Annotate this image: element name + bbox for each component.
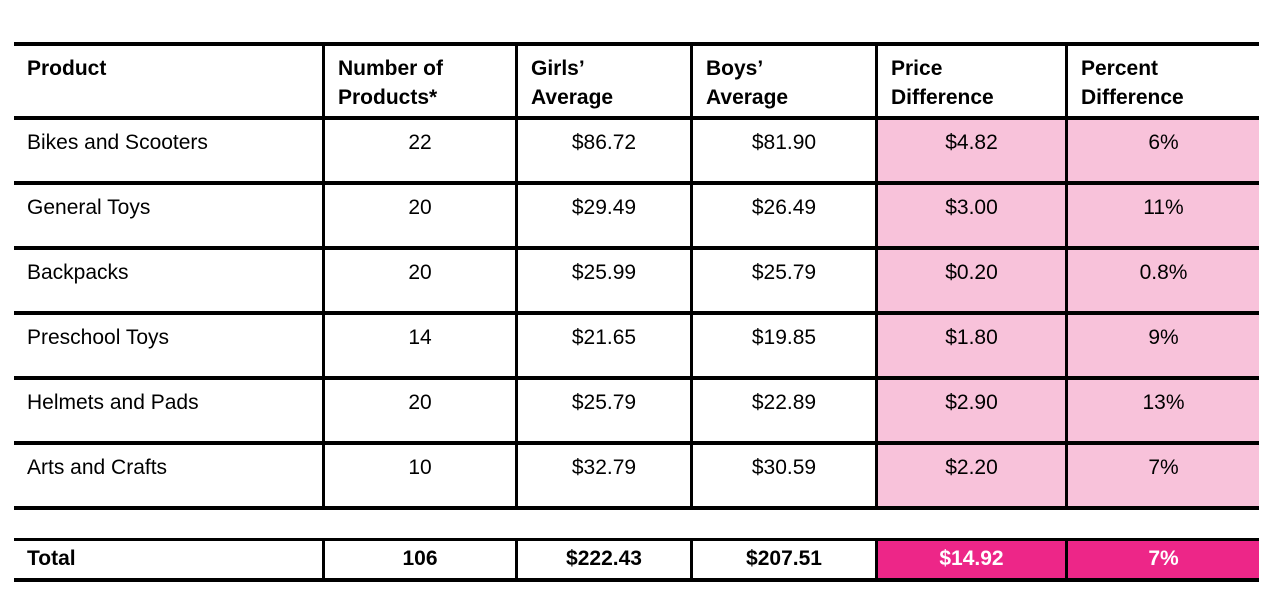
count-cell: 20 <box>322 185 515 246</box>
header-girls-average: Girls’ Average <box>515 46 690 116</box>
product-cell: Preschool Toys <box>27 326 170 349</box>
price-difference-cell: $0.20 <box>875 250 1065 311</box>
total-boys-average-cell: $207.51 <box>690 541 875 578</box>
header-number-of-products: Number of Products* <box>322 46 515 116</box>
girls-average-cell: $29.49 <box>515 185 690 246</box>
total-label-cell: Total <box>27 547 76 571</box>
total-count-cell: 106 <box>322 541 515 578</box>
table-row: Bikes and Scooters 22 $86.72 $81.90 $4.8… <box>14 116 1259 181</box>
table-row: Arts and Crafts 10 $32.79 $30.59 $2.20 7… <box>14 441 1259 510</box>
girls-average-cell: $25.79 <box>515 380 690 441</box>
product-cell: Arts and Crafts <box>27 456 168 479</box>
product-cell: Helmets and Pads <box>27 391 199 414</box>
table-row: Preschool Toys 14 $21.65 $19.85 $1.80 9% <box>14 311 1259 376</box>
boys-average-cell: $22.89 <box>690 380 875 441</box>
price-difference-cell: $3.00 <box>875 185 1065 246</box>
boys-average-cell: $25.79 <box>690 250 875 311</box>
boys-average-cell: $30.59 <box>690 445 875 506</box>
price-difference-cell: $4.82 <box>875 120 1065 181</box>
count-cell: 22 <box>322 120 515 181</box>
girls-average-cell: $21.65 <box>515 315 690 376</box>
table-row: General Toys 20 $29.49 $26.49 $3.00 11% <box>14 181 1259 246</box>
product-cell: Bikes and Scooters <box>27 131 208 154</box>
count-cell: 20 <box>322 250 515 311</box>
percent-difference-cell: 0.8% <box>1065 250 1259 311</box>
girls-average-cell: $86.72 <box>515 120 690 181</box>
total-girls-average-cell: $222.43 <box>515 541 690 578</box>
girls-average-cell: $25.99 <box>515 250 690 311</box>
percent-difference-cell: 11% <box>1065 185 1259 246</box>
boys-average-cell: $81.90 <box>690 120 875 181</box>
count-cell: 14 <box>322 315 515 376</box>
price-difference-cell: $2.20 <box>875 445 1065 506</box>
product-cell: General Toys <box>27 196 151 219</box>
percent-difference-cell: 7% <box>1065 445 1259 506</box>
header-percent-difference: Percent Difference <box>1065 46 1259 116</box>
percent-difference-cell: 6% <box>1065 120 1259 181</box>
total-price-difference-cell: $14.92 <box>875 541 1065 578</box>
percent-difference-cell: 13% <box>1065 380 1259 441</box>
count-cell: 10 <box>322 445 515 506</box>
girls-average-cell: $32.79 <box>515 445 690 506</box>
percent-difference-cell: 9% <box>1065 315 1259 376</box>
total-percent-difference-cell: 7% <box>1065 541 1259 578</box>
price-difference-cell: $2.90 <box>875 380 1065 441</box>
table-header-row: Product Number of Products* Girls’ Avera… <box>14 42 1259 116</box>
count-cell: 20 <box>322 380 515 441</box>
header-price-difference: Price Difference <box>875 46 1065 116</box>
price-comparison-table: Product Number of Products* Girls’ Avera… <box>14 42 1259 510</box>
boys-average-cell: $19.85 <box>690 315 875 376</box>
boys-average-cell: $26.49 <box>690 185 875 246</box>
price-difference-cell: $1.80 <box>875 315 1065 376</box>
header-boys-average: Boys’ Average <box>690 46 875 116</box>
table-row: Backpacks 20 $25.99 $25.79 $0.20 0.8% <box>14 246 1259 311</box>
table-total-section: Total 106 $222.43 $207.51 $14.92 7% <box>14 538 1259 582</box>
table-row: Helmets and Pads 20 $25.79 $22.89 $2.90 … <box>14 376 1259 441</box>
product-cell: Backpacks <box>27 261 129 284</box>
header-product: Product <box>27 57 107 80</box>
total-row: Total 106 $222.43 $207.51 $14.92 7% <box>14 538 1259 582</box>
